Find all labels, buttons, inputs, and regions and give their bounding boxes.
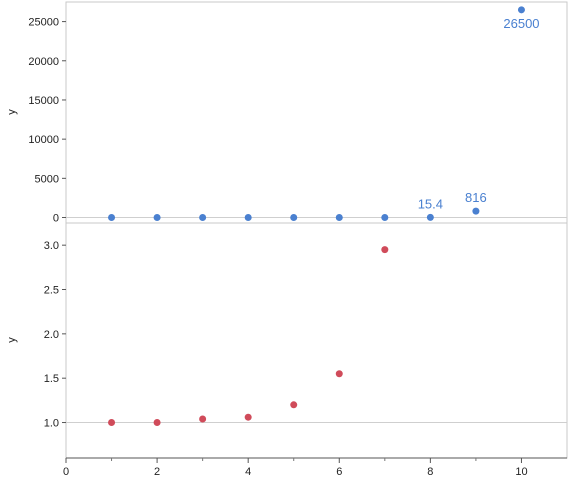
- y-tick-label: 2.0: [44, 329, 59, 341]
- data-point: [199, 214, 207, 222]
- y-tick-label: 20000: [28, 56, 59, 68]
- data-point: [335, 370, 343, 378]
- data-point: [244, 214, 252, 222]
- data-point: [108, 419, 116, 427]
- y-tick-label: 15000: [28, 95, 59, 107]
- data-label: 15.4: [418, 196, 443, 211]
- data-label: 26500: [503, 16, 539, 31]
- data-point: [517, 6, 525, 14]
- data-point: [244, 413, 252, 421]
- y-tick-label: 2.5: [44, 285, 59, 297]
- data-point: [335, 214, 343, 222]
- y-tick-label: 1.0: [44, 418, 59, 430]
- y-axis-label: y: [6, 109, 18, 115]
- y-tick-label: 5000: [35, 173, 59, 185]
- data-point: [153, 214, 161, 222]
- x-tick-label: 8: [427, 466, 433, 478]
- data-point: [381, 213, 389, 221]
- y-tick-label: 1.5: [44, 373, 59, 385]
- data-point: [153, 419, 161, 427]
- data-point: [426, 213, 434, 221]
- panel-frame: [65, 1, 568, 224]
- x-tick-label: 0: [63, 466, 69, 478]
- data-point: [108, 214, 116, 222]
- y-tick-label: 0: [53, 213, 59, 225]
- x-tick-label: 4: [245, 466, 251, 478]
- y-axis-label: y: [6, 337, 18, 343]
- y-tick-label: 25000: [28, 17, 59, 29]
- x-tick-label: 2: [154, 466, 160, 478]
- data-point: [290, 214, 298, 222]
- data-point: [199, 415, 207, 423]
- y-tick-label: 3.0: [44, 240, 59, 252]
- y-tick-label: 10000: [28, 134, 59, 146]
- data-point: [381, 246, 389, 254]
- data-point: [290, 401, 298, 409]
- data-label: 816: [465, 190, 487, 205]
- x-tick-label: 6: [336, 466, 342, 478]
- x-tick-label: 10: [515, 466, 527, 478]
- data-point: [472, 207, 480, 215]
